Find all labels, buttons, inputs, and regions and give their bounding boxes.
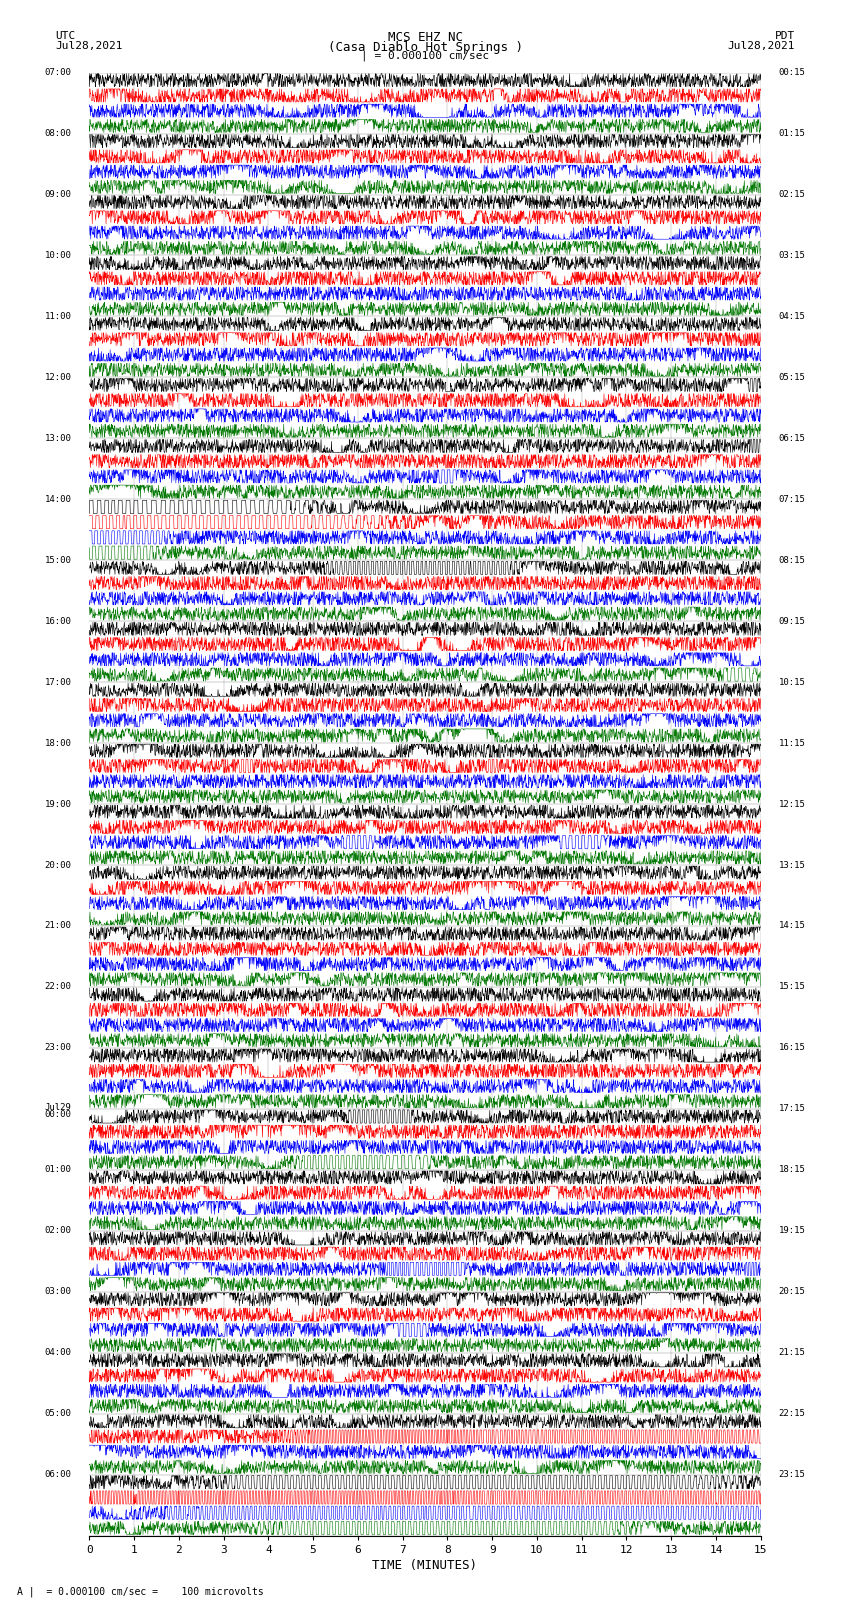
Text: 14:15: 14:15 <box>779 921 806 931</box>
Text: A |  = 0.000100 cm/sec =    100 microvolts: A | = 0.000100 cm/sec = 100 microvolts <box>17 1586 264 1597</box>
Text: 23:00: 23:00 <box>44 1044 71 1052</box>
Text: 17:00: 17:00 <box>44 677 71 687</box>
Text: 18:15: 18:15 <box>779 1165 806 1174</box>
Text: 21:00: 21:00 <box>44 921 71 931</box>
Text: 12:15: 12:15 <box>779 800 806 808</box>
Text: 08:00: 08:00 <box>44 129 71 139</box>
Text: 18:00: 18:00 <box>44 739 71 747</box>
Text: 07:00: 07:00 <box>44 68 71 77</box>
Text: 01:00: 01:00 <box>44 1165 71 1174</box>
Text: 10:15: 10:15 <box>779 677 806 687</box>
Text: 11:15: 11:15 <box>779 739 806 747</box>
Text: 15:00: 15:00 <box>44 556 71 565</box>
Text: 22:15: 22:15 <box>779 1410 806 1418</box>
Text: (Casa Diablo Hot Springs ): (Casa Diablo Hot Springs ) <box>327 40 523 55</box>
Text: 09:15: 09:15 <box>779 616 806 626</box>
Text: 19:00: 19:00 <box>44 800 71 808</box>
Text: 13:00: 13:00 <box>44 434 71 444</box>
Text: MCS EHZ NC: MCS EHZ NC <box>388 31 462 45</box>
Text: 19:15: 19:15 <box>779 1226 806 1236</box>
Text: 22:00: 22:00 <box>44 982 71 992</box>
Text: 20:00: 20:00 <box>44 861 71 869</box>
Text: | = 0.000100 cm/sec: | = 0.000100 cm/sec <box>361 50 489 61</box>
X-axis label: TIME (MINUTES): TIME (MINUTES) <box>372 1558 478 1571</box>
Text: Jul29: Jul29 <box>44 1103 71 1111</box>
Text: 09:00: 09:00 <box>44 190 71 198</box>
Text: 17:15: 17:15 <box>779 1105 806 1113</box>
Text: Jul28,2021: Jul28,2021 <box>728 40 795 52</box>
Text: 05:00: 05:00 <box>44 1410 71 1418</box>
Text: 00:00: 00:00 <box>44 1110 71 1119</box>
Text: 16:15: 16:15 <box>779 1044 806 1052</box>
Text: 14:00: 14:00 <box>44 495 71 503</box>
Text: UTC: UTC <box>55 31 76 42</box>
Text: 06:15: 06:15 <box>779 434 806 444</box>
Text: PDT: PDT <box>774 31 795 42</box>
Text: 15:15: 15:15 <box>779 982 806 992</box>
Text: 21:15: 21:15 <box>779 1348 806 1357</box>
Text: 23:15: 23:15 <box>779 1469 806 1479</box>
Text: 08:15: 08:15 <box>779 556 806 565</box>
Text: 04:15: 04:15 <box>779 311 806 321</box>
Text: 05:15: 05:15 <box>779 373 806 382</box>
Text: 03:00: 03:00 <box>44 1287 71 1297</box>
Text: 11:00: 11:00 <box>44 311 71 321</box>
Text: 01:15: 01:15 <box>779 129 806 139</box>
Text: 12:00: 12:00 <box>44 373 71 382</box>
Text: 07:15: 07:15 <box>779 495 806 503</box>
Text: 16:00: 16:00 <box>44 616 71 626</box>
Text: 06:00: 06:00 <box>44 1469 71 1479</box>
Text: 10:00: 10:00 <box>44 252 71 260</box>
Text: 04:00: 04:00 <box>44 1348 71 1357</box>
Text: 03:15: 03:15 <box>779 252 806 260</box>
Text: 02:00: 02:00 <box>44 1226 71 1236</box>
Text: 20:15: 20:15 <box>779 1287 806 1297</box>
Text: 02:15: 02:15 <box>779 190 806 198</box>
Text: Jul28,2021: Jul28,2021 <box>55 40 122 52</box>
Text: 13:15: 13:15 <box>779 861 806 869</box>
Text: 00:15: 00:15 <box>779 68 806 77</box>
